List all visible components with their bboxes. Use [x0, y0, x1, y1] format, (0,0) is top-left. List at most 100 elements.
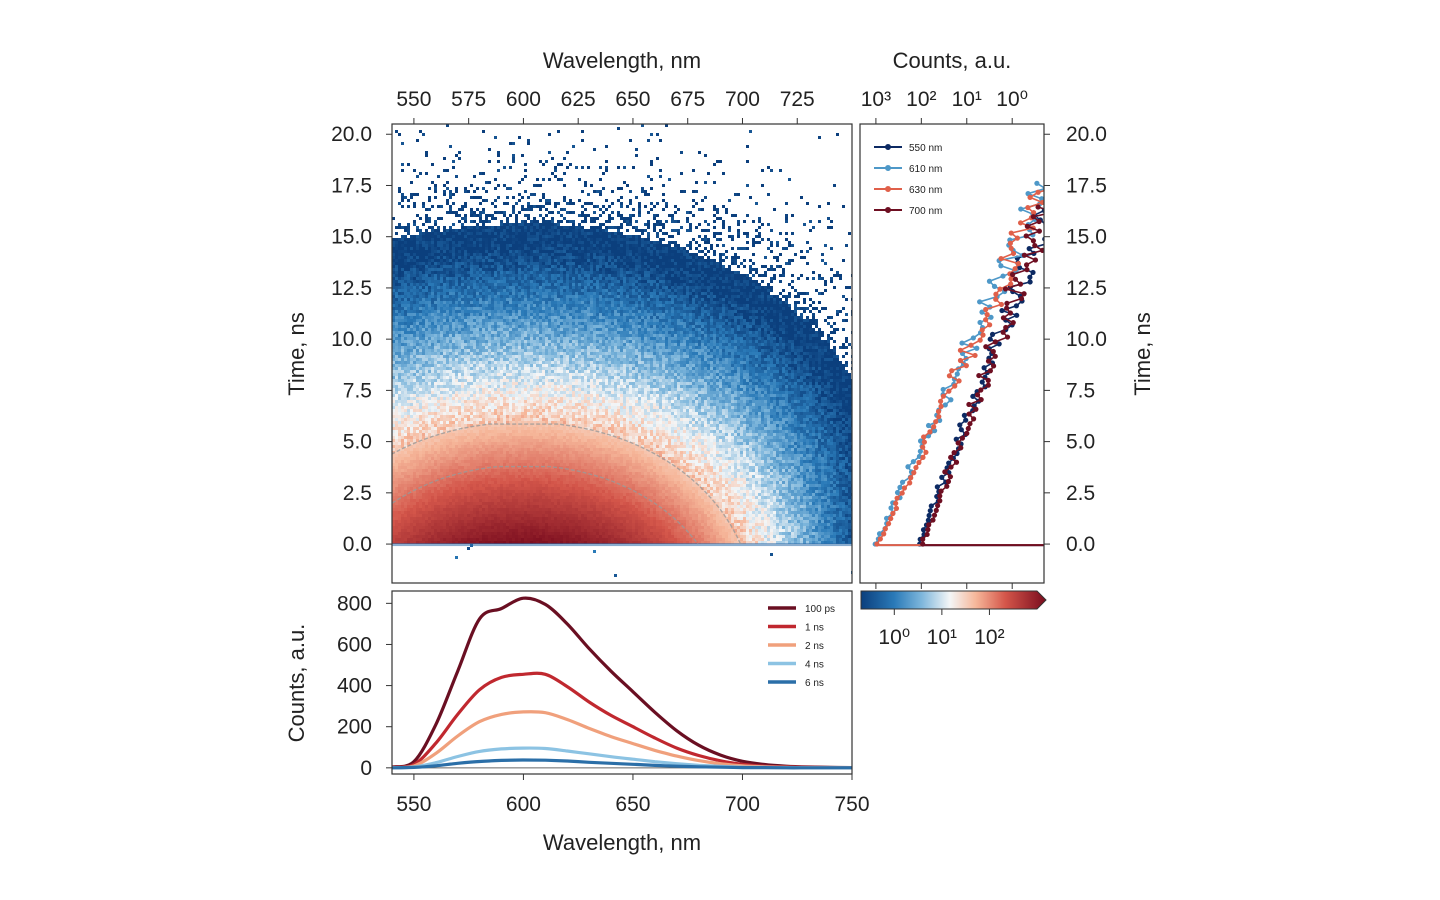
heatmap-cell	[512, 238, 515, 241]
heatmap-cell	[479, 505, 482, 508]
heatmap-cell	[395, 526, 398, 529]
heatmap-cell	[413, 409, 416, 412]
heatmap-cell	[425, 316, 428, 319]
heatmap-cell	[515, 532, 518, 535]
heatmap-cell	[428, 364, 431, 367]
heatmap-cell	[473, 412, 476, 415]
heatmap-cell	[473, 445, 476, 448]
heatmap-cell	[470, 538, 473, 541]
heatmap-cell	[434, 529, 437, 532]
heatmap-cell	[434, 415, 437, 418]
heatmap-cell	[491, 343, 494, 346]
heatmap-cell	[416, 454, 419, 457]
heatmap-cell	[470, 361, 473, 364]
heatmap-cell	[482, 130, 485, 133]
heatmap-cell	[467, 373, 470, 376]
heatmap-cell	[422, 379, 425, 382]
heatmap-cell	[503, 211, 506, 214]
heatmap-cell	[494, 262, 497, 265]
heatmap-cell	[512, 250, 515, 253]
heatmap-cell	[524, 247, 527, 250]
heatmap-cell	[419, 427, 422, 430]
heatmap-cell	[443, 331, 446, 334]
heatmap-cell	[524, 409, 527, 412]
heatmap-cell	[470, 358, 473, 361]
heatmap-cell	[452, 298, 455, 301]
heatmap-cell	[395, 460, 398, 463]
heatmap-cell	[392, 244, 395, 247]
heatmap-cell	[473, 214, 476, 217]
heatmap-cell	[395, 490, 398, 493]
heatmap-cell	[443, 382, 446, 385]
heatmap-cell	[449, 331, 452, 334]
heatmap-cell	[446, 523, 449, 526]
heatmap-cell	[470, 439, 473, 442]
heatmap-cell	[464, 493, 467, 496]
heatmap-cell	[524, 289, 527, 292]
heatmap-cell	[410, 493, 413, 496]
heatmap-cell	[479, 439, 482, 442]
heatmap-cell	[503, 415, 506, 418]
heatmap-cell	[395, 250, 398, 253]
heatmap-cell	[494, 382, 497, 385]
heatmap-cell	[500, 400, 503, 403]
heatmap-cell	[458, 250, 461, 253]
heatmap-cell	[413, 526, 416, 529]
heatmap-cell	[404, 463, 407, 466]
heatmap-cell	[455, 310, 458, 313]
heatmap-cell	[395, 313, 398, 316]
heatmap-cell	[422, 541, 425, 544]
heatmap-cell	[398, 487, 401, 490]
heatmap-cell	[503, 406, 506, 409]
heatmap-cell	[407, 484, 410, 487]
heatmap-cell	[404, 355, 407, 358]
heatmap-cell	[479, 337, 482, 340]
heatmap-cell	[497, 256, 500, 259]
heatmap-cell	[503, 265, 506, 268]
heatmap-cell	[506, 358, 509, 361]
heatmap-cell	[479, 493, 482, 496]
heatmap-cell	[494, 460, 497, 463]
heatmap-cell	[419, 385, 422, 388]
heatmap-cell	[398, 361, 401, 364]
heatmap-cell	[509, 358, 512, 361]
heatmap-cell	[485, 325, 488, 328]
heatmap-cell	[515, 364, 518, 367]
heatmap-cell	[512, 358, 515, 361]
heatmap-cell	[416, 289, 419, 292]
heatmap-cell	[404, 280, 407, 283]
heatmap-cell	[512, 439, 515, 442]
heatmap-cell	[527, 235, 530, 238]
heatmap-cell	[404, 412, 407, 415]
heatmap-cell	[443, 358, 446, 361]
heatmap-cell	[449, 238, 452, 241]
heatmap-cell	[440, 322, 443, 325]
heatmap-cell	[482, 316, 485, 319]
heatmap-cell	[410, 307, 413, 310]
heatmap-cell	[440, 448, 443, 451]
heatmap-cell	[470, 394, 473, 397]
heatmap-cell	[443, 436, 446, 439]
heatmap-cell	[470, 247, 473, 250]
heatmap-cell	[488, 238, 491, 241]
heatmap-cell	[422, 319, 425, 322]
heatmap-cell	[488, 442, 491, 445]
heatmap-cell	[416, 496, 419, 499]
heatmap-cell	[488, 496, 491, 499]
heatmap-cell	[485, 466, 488, 469]
heatmap-cell	[440, 286, 443, 289]
heatmap-cell	[431, 475, 434, 478]
heatmap-cell	[524, 370, 527, 373]
heatmap-cell	[422, 274, 425, 277]
heatmap-cell	[524, 220, 527, 223]
heatmap-cell	[491, 298, 494, 301]
heatmap-cell	[497, 280, 500, 283]
heatmap-cell	[509, 538, 512, 541]
heatmap-cell	[407, 223, 410, 226]
heatmap-cell	[518, 394, 521, 397]
heatmap-cell	[503, 454, 506, 457]
heatmap-cell	[470, 286, 473, 289]
heatmap-cell	[425, 274, 428, 277]
heatmap-cell	[470, 448, 473, 451]
heatmap-cell	[410, 376, 413, 379]
